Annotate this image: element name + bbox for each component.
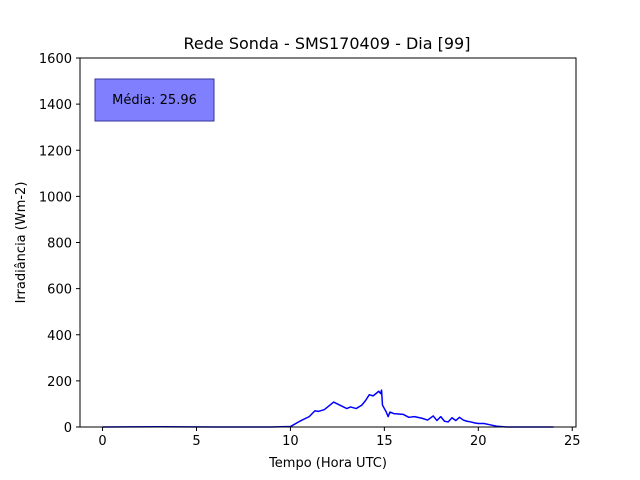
y-tick-label: 400 bbox=[47, 329, 72, 344]
y-tick-label: 1200 bbox=[39, 144, 72, 159]
y-axis-label: Irradiância (Wm-2) bbox=[14, 182, 29, 304]
x-tick-label: 10 bbox=[282, 434, 299, 449]
annotation-text: Média: 25.96 bbox=[112, 93, 197, 108]
y-tick-label: 200 bbox=[47, 375, 72, 390]
y-tick-label: 1600 bbox=[39, 52, 72, 67]
x-tick-label: 15 bbox=[376, 434, 393, 449]
x-axis-label: Tempo (Hora UTC) bbox=[268, 456, 387, 471]
series-layer bbox=[102, 389, 554, 428]
y-tick-label: 1400 bbox=[39, 98, 72, 113]
y-tick-label: 800 bbox=[47, 237, 72, 252]
x-tick-label: 5 bbox=[192, 434, 200, 449]
chart-title: Rede Sonda - SMS170409 - Dia [99] bbox=[184, 34, 471, 53]
x-axis: 0 5 10 15 20 25 bbox=[98, 427, 581, 449]
x-tick-label: 25 bbox=[564, 434, 581, 449]
y-axis: 0 200 400 600 800 1000 1200 1400 1600 bbox=[39, 52, 80, 436]
series-line bbox=[102, 389, 554, 428]
mean-annotation: Média: 25.96 bbox=[94, 78, 215, 122]
annotation-box bbox=[94, 78, 215, 122]
y-tick-label: 600 bbox=[47, 283, 72, 298]
y-tick-label: 1000 bbox=[39, 190, 72, 205]
y-tick-label: 0 bbox=[64, 421, 72, 436]
x-tick-label: 0 bbox=[98, 434, 106, 449]
x-tick-label: 20 bbox=[470, 434, 487, 449]
